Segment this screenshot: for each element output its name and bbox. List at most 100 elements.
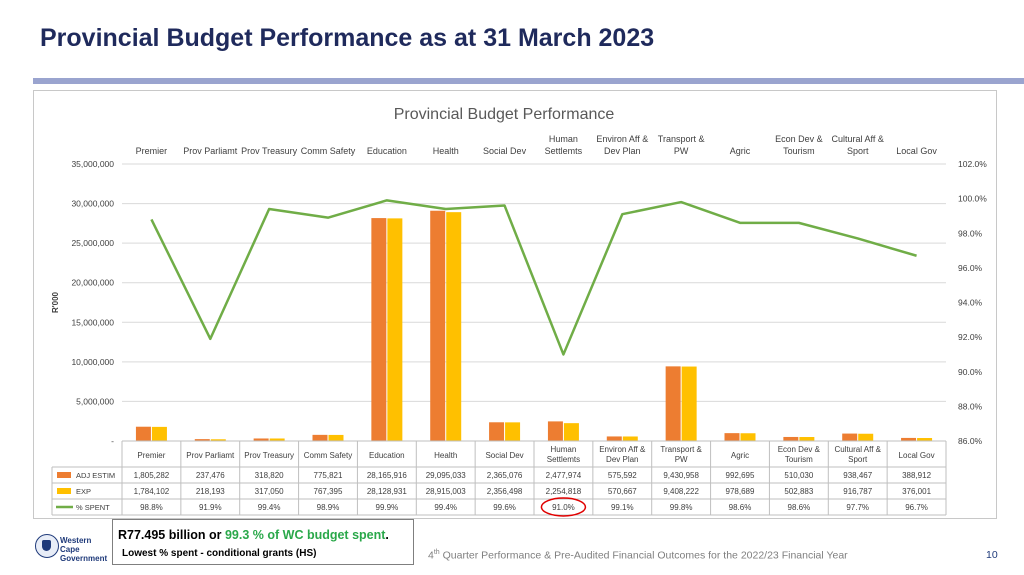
table-cell-value: 1,784,102 <box>134 487 170 496</box>
footer-ordinal: 4 <box>428 549 434 562</box>
y2-tick-label: 86.0% <box>958 436 983 446</box>
bar-exp <box>622 436 638 441</box>
top-category-label: Dev Plan <box>604 146 641 156</box>
callout-headline: R77.495 billion or 99.3 % of WC budget s… <box>118 528 389 542</box>
table-cell-value: 28,915,003 <box>426 487 467 496</box>
bar-adj-estim <box>135 426 151 441</box>
table-cell-value: 99.9% <box>376 503 399 512</box>
y2-tick-label: 100.0% <box>958 194 987 204</box>
y2-tick-label: 94.0% <box>958 298 983 308</box>
table-category-label: Sport <box>848 455 868 464</box>
y-tick-label: 30,000,000 <box>71 199 114 209</box>
table-cell-value: 575,592 <box>608 471 637 480</box>
table-category-label: Dev Plan <box>606 455 638 464</box>
page-title: Provincial Budget Performance as at 31 M… <box>40 24 655 52</box>
callout-percentage: 99.3 % of WC budget spent <box>224 528 386 542</box>
table-cell-value: 318,820 <box>255 471 284 480</box>
table-cell-value: 28,128,931 <box>367 487 408 496</box>
bar-adj-estim <box>489 422 505 441</box>
table-category-label: Settlemts <box>547 455 580 464</box>
table-category-label: Local Gov <box>899 451 935 460</box>
top-category-label: Sport <box>847 146 869 156</box>
top-category-label: Premier <box>136 146 168 156</box>
table-cell-value: 317,050 <box>255 487 284 496</box>
table-cell-value: 388,912 <box>902 471 931 480</box>
table-cell-value: 9,430,958 <box>663 471 699 480</box>
bar-adj-estim <box>194 439 210 441</box>
bar-exp <box>446 212 462 441</box>
legend-key-bar <box>57 488 71 494</box>
y2-tick-label: 88.0% <box>958 401 983 411</box>
table-category-label: Environ Aff & <box>599 445 646 454</box>
table-cell-value: 510,030 <box>784 471 813 480</box>
table-cell-value: 978,689 <box>726 487 755 496</box>
top-category-label: Transport & <box>658 134 705 144</box>
y2-tick-label: 102.0% <box>958 159 987 169</box>
y-tick-label: 35,000,000 <box>71 159 114 169</box>
logo-line-1: Western Cape <box>60 536 92 554</box>
table-category-label: PW <box>675 455 688 464</box>
legend-series-name: ADJ ESTIM <box>76 471 115 480</box>
top-category-label: Human <box>549 134 578 144</box>
y-tick-label: - <box>111 436 114 446</box>
callout-subtext: Lowest % spent - conditional grants (HS) <box>122 548 317 559</box>
table-cell-value: 29,095,033 <box>426 471 467 480</box>
table-category-label: Tourism <box>785 455 813 464</box>
table-category-label: Agric <box>731 451 749 460</box>
y-tick-label: 15,000,000 <box>71 317 114 327</box>
table-cell-value: 767,395 <box>314 487 343 496</box>
top-category-label: Education <box>367 146 407 156</box>
top-category-label: Comm Safety <box>301 146 356 156</box>
table-cell-value: 91.9% <box>199 503 222 512</box>
table-cell-value: 97.7% <box>846 503 869 512</box>
table-cell-value: 992,695 <box>726 471 755 480</box>
bar-exp <box>740 433 756 441</box>
bar-adj-estim <box>606 436 622 441</box>
bar-adj-estim <box>371 218 387 441</box>
table-category-label: Education <box>369 451 405 460</box>
table-cell-value: 99.4% <box>258 503 281 512</box>
chart-title: Provincial Budget Performance <box>394 106 615 123</box>
table-cell-value: 938,467 <box>843 471 872 480</box>
bar-adj-estim <box>901 437 917 441</box>
bar-exp <box>563 423 579 441</box>
top-category-label: Local Gov <box>896 146 937 156</box>
table-cell-value: 502,883 <box>784 487 813 496</box>
table-cell-value: 2,365,076 <box>487 471 523 480</box>
bar-exp <box>387 218 403 441</box>
top-category-label: Environ Aff & <box>596 134 648 144</box>
highlight-circle <box>540 497 587 517</box>
table-category-label: Comm Safety <box>304 451 352 460</box>
western-cape-government-logo: Western Cape Government <box>35 534 110 563</box>
top-category-label: Social Dev <box>483 146 527 156</box>
y-tick-label: 25,000,000 <box>71 238 114 248</box>
y-tick-label: 5,000,000 <box>76 396 114 406</box>
legend-series-name: EXP <box>76 487 91 496</box>
table-cell-value: 570,667 <box>608 487 637 496</box>
line-pct-spent <box>150 199 917 356</box>
bar-exp <box>917 438 933 441</box>
table-category-label: Transport & <box>660 445 702 454</box>
bar-adj-estim <box>253 438 269 441</box>
bar-exp <box>858 433 874 441</box>
footer-ordinal-suffix: th <box>433 549 440 556</box>
legend-key-bar <box>57 472 71 478</box>
top-category-label: Agric <box>730 146 751 156</box>
table-cell-value: 99.6% <box>493 503 516 512</box>
table-cell-value: 98.6% <box>729 503 752 512</box>
table-cell-value: 2,477,974 <box>546 471 582 480</box>
table-cell-value: 376,001 <box>902 487 931 496</box>
table-cell-value: 2,356,498 <box>487 487 523 496</box>
bar-adj-estim <box>842 433 858 441</box>
logo-line-2: Government <box>60 554 108 563</box>
y2-tick-label: 98.0% <box>958 228 983 238</box>
chart-frame: Provincial Budget Performance Premier Prov… <box>33 90 997 519</box>
table-cell-value: 775,821 <box>314 471 343 480</box>
table-category-label: Prov Treasury <box>244 451 294 460</box>
callout-amount: R77.495 billion or <box>118 528 225 542</box>
top-category-label: Health <box>433 146 459 156</box>
bar-adj-estim <box>783 436 799 441</box>
top-category-label: Econ Dev & <box>775 134 823 144</box>
top-category-label: PW <box>674 146 689 156</box>
table-cell-value: 28,165,916 <box>367 471 408 480</box>
